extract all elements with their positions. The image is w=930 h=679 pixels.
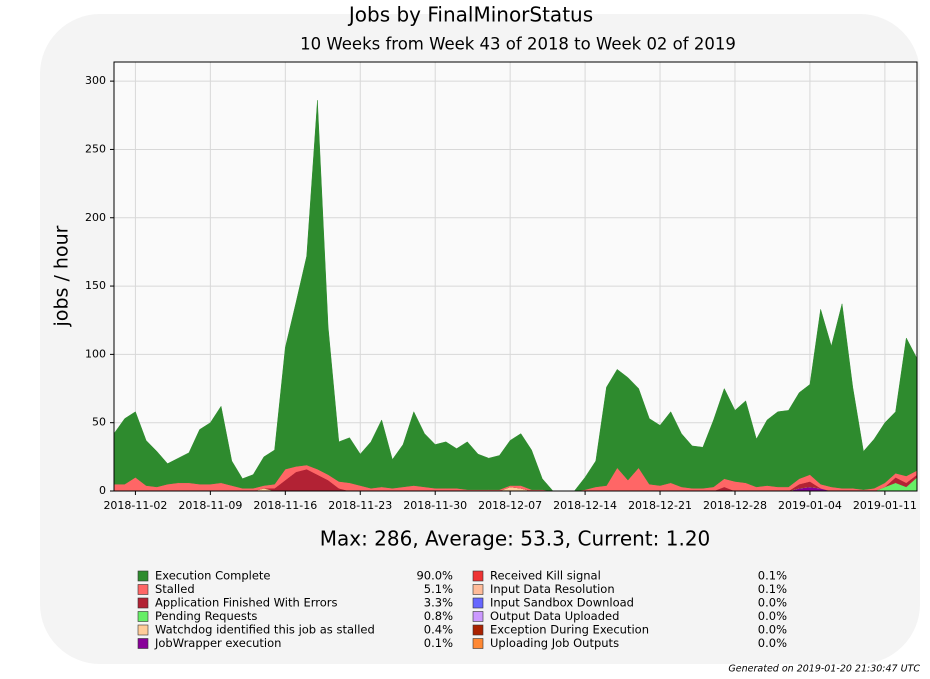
legend-share: 0.1% (758, 582, 787, 596)
legend-label: Received Kill signal (490, 569, 601, 583)
legend-label: Input Data Resolution (490, 582, 615, 596)
chart-subtitle: 10 Weeks from Week 43 of 2018 to Week 02… (300, 35, 736, 54)
legend-share: 0.8% (424, 609, 453, 623)
y-tick-label: 50 (92, 416, 106, 429)
legend-label: Uploading Job Outputs (490, 636, 619, 650)
legend-label: JobWrapper execution (154, 636, 281, 650)
legend-swatch (137, 584, 149, 595)
legend-label: Input Sandbox Download (490, 596, 634, 610)
legend-share: 90.0% (416, 569, 453, 583)
footer: Generated on 2019-01-20 21:30:47 UTC (728, 664, 920, 675)
x-tick-label: 2018-12-28 (703, 499, 767, 512)
legend-share: 0.1% (758, 569, 787, 583)
legend-swatch (472, 570, 484, 582)
legend-swatch (472, 597, 484, 609)
legend-swatch (472, 611, 484, 622)
y-tick-label: 0 (99, 484, 106, 497)
legend-share: 0.0% (758, 596, 787, 610)
legend-swatch (137, 638, 149, 649)
y-tick-label: 100 (85, 347, 106, 360)
legend-swatch (472, 638, 484, 649)
legend-label: Watchdog identified this job as stalled (155, 623, 375, 637)
y-tick-label: 250 (85, 142, 106, 155)
legend-share: 3.3% (424, 596, 453, 610)
legend-swatch (472, 624, 484, 636)
x-tick-label: 2018-12-21 (628, 499, 692, 512)
legend-share: 0.0% (758, 609, 787, 623)
x-tick-label: 2019-01-04 (778, 499, 842, 512)
chart-title: Jobs by FinalMinorStatus (347, 3, 593, 27)
x-tick-label: 2018-11-02 (103, 499, 167, 512)
plot-frame (113, 61, 918, 492)
legend-swatch (137, 570, 149, 582)
x-tick-label: 2018-11-16 (253, 499, 317, 512)
legend-swatch (137, 597, 149, 609)
legend-label: Stalled (155, 582, 195, 596)
legend: Execution Complete 90.0% Stalled 5.1% Applic… (137, 569, 787, 650)
y-tick-label: 200 (85, 211, 106, 224)
legend-swatch (137, 624, 149, 636)
legend-swatch (472, 584, 484, 595)
axes: 0 50 100 150 200 250 300 2018-11-02 2018-11-09 20… (85, 61, 918, 512)
legend-label: Execution Complete (155, 569, 271, 583)
legend-share: 0.0% (758, 623, 787, 637)
x-tick-label: 2018-11-09 (178, 499, 242, 512)
legend-label: Output Data Uploaded (490, 609, 619, 623)
legend-share: 0.1% (424, 636, 453, 650)
y-tick-label: 300 (85, 74, 106, 87)
legend-share: 5.1% (424, 582, 453, 596)
legend-label: Exception During Execution (490, 623, 649, 637)
summary: Max: 286, Average: 53.3, Current: 1.20 (320, 527, 711, 551)
legend-label: Application Finished With Errors (155, 596, 337, 610)
legend-share: 0.4% (424, 623, 453, 637)
x-tick-label: 2018-12-14 (553, 499, 617, 512)
legend-share: 0.0% (758, 636, 787, 650)
x-tick-label: 2019-01-11 (853, 499, 917, 512)
y-axis-label: jobs / hour (51, 225, 73, 327)
x-tick-label: 2018-11-30 (403, 499, 467, 512)
y-tick-label: 150 (85, 279, 106, 292)
x-tick-label: 2018-12-07 (478, 499, 542, 512)
legend-label: Pending Requests (155, 609, 257, 623)
legend-swatch (137, 611, 149, 622)
x-tick-label: 2018-11-23 (328, 499, 392, 512)
